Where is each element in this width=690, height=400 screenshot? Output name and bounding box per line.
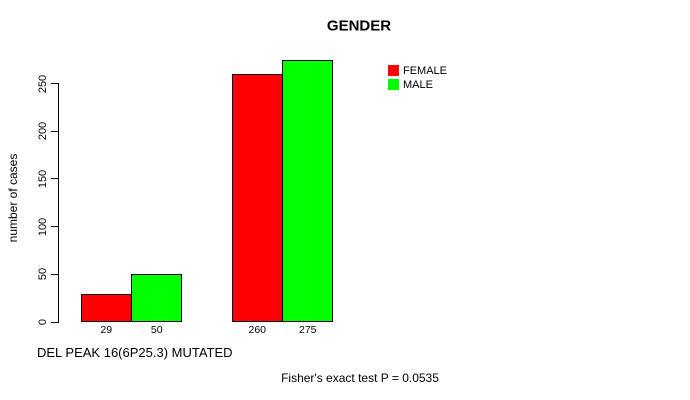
y-tick-label: 250 — [37, 74, 49, 93]
y-axis-tick — [51, 178, 59, 180]
y-tick-label: 0 — [37, 318, 49, 326]
y-axis-line — [58, 83, 59, 323]
legend-item-male: MALE — [388, 78, 447, 91]
y-axis-tick — [51, 321, 59, 323]
bar-value-label: 260 — [248, 324, 267, 336]
bar-value-label: 275 — [298, 324, 317, 336]
chart-title: GENDER — [326, 17, 392, 35]
bar-value-label: 50 — [150, 324, 163, 336]
y-axis-tick — [51, 226, 59, 228]
y-tick-label: 100 — [37, 217, 49, 236]
y-axis-tick — [51, 273, 59, 275]
y-tick-label: 50 — [37, 268, 49, 281]
y-axis-label: number of cases — [6, 153, 20, 243]
legend-swatch-female — [388, 65, 399, 76]
legend-item-female: FEMALE — [388, 64, 447, 77]
y-tick-label: 150 — [37, 169, 49, 189]
bar-value-label: 29 — [100, 324, 113, 336]
bar-male-group1 — [130, 274, 182, 322]
legend-label: FEMALE — [403, 64, 448, 77]
y-axis-tick — [51, 130, 59, 132]
x-axis-label: DEL PEAK 16(6P25.3) MUTATED — [37, 345, 233, 360]
bar-female-group1 — [81, 294, 132, 322]
legend-label: MALE — [403, 78, 433, 91]
bar-male-group2 — [281, 59, 333, 322]
bar-female-group2 — [232, 73, 283, 322]
y-axis-tick — [51, 83, 59, 84]
legend: FEMALE MALE — [388, 64, 447, 92]
annotation-text: Fisher's exact test P = 0.0535 — [281, 371, 439, 385]
y-tick-label: 200 — [37, 122, 49, 141]
legend-swatch-male — [388, 79, 399, 90]
